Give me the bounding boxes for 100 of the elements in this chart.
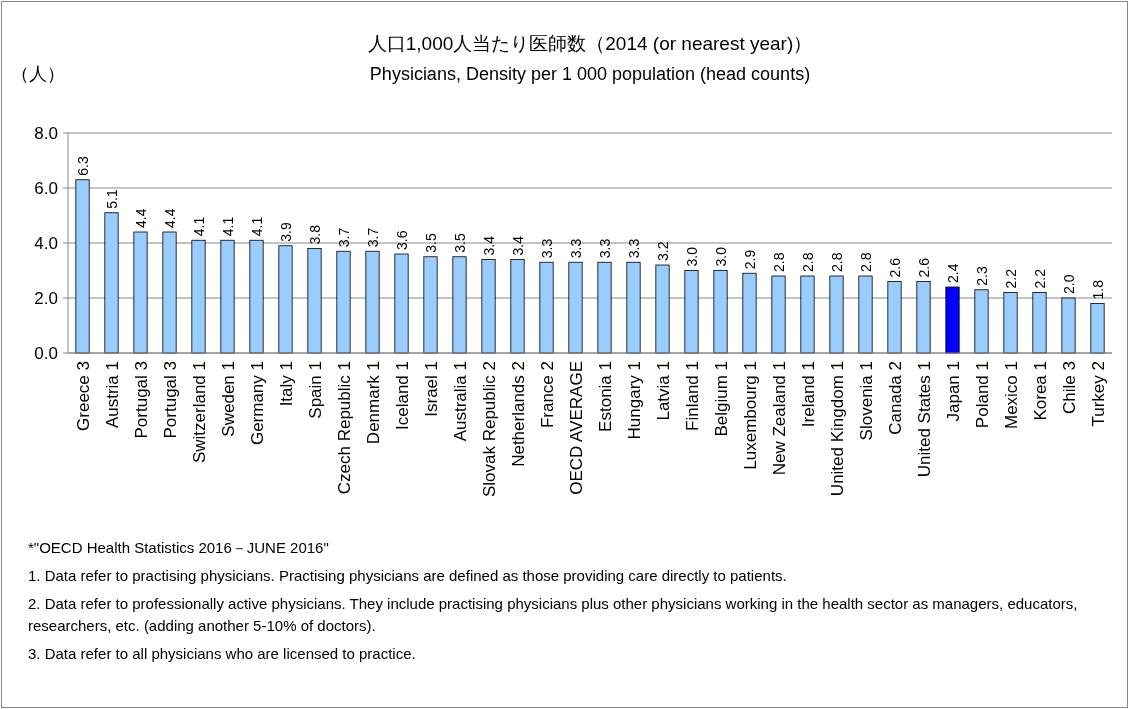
text: 3. Data refer to all physicians who are licensed to practice.: [28, 645, 416, 662]
x-tick-label: Portugal 3: [131, 361, 151, 439]
bar: [800, 275, 815, 354]
data-label: 2.6: [886, 257, 903, 278]
y-tick-label: 2.0: [34, 289, 58, 308]
data-label: 3.5: [451, 233, 468, 253]
data-label: 2.8: [857, 252, 874, 272]
data-label: 2.8: [799, 252, 816, 272]
bar: [742, 272, 757, 354]
data-label: 2.9: [741, 249, 758, 270]
x-tick-label: Israel 1: [421, 361, 441, 417]
x-tick-label: United Kingdom 1: [827, 361, 847, 497]
x-tick-label: Finland 1: [682, 361, 702, 431]
bar: [1090, 303, 1105, 354]
x-tick-label: Germany 1: [247, 361, 267, 446]
x-tick-label: New Zealand 1: [769, 361, 789, 476]
bar: [916, 281, 931, 354]
chart-title: 人口1,000人当たり医師数（2014 (or nearest year)）: [367, 33, 813, 54]
bar: [684, 270, 699, 354]
bar: [626, 261, 641, 354]
bar: [829, 275, 844, 354]
text: *"OECD Health Statistics 2016－JUNE 2016": [28, 539, 329, 556]
x-tick-label: Czech Republic 1: [334, 361, 354, 495]
bar: [162, 231, 177, 354]
x-tick-label: Japan 1: [943, 361, 963, 422]
data-label: 2.4: [944, 263, 961, 283]
bar: [133, 231, 148, 354]
bar: [887, 281, 902, 354]
data-label: 2.6: [915, 257, 932, 278]
data-label: 3.7: [335, 227, 352, 248]
bar: [423, 256, 438, 354]
data-label: 3.0: [683, 246, 700, 267]
data-label: 2.0: [1060, 274, 1077, 294]
data-label: 3.3: [538, 238, 555, 259]
y-tick-label: 4.0: [34, 234, 58, 253]
x-tick-label: Portugal 3: [160, 361, 180, 439]
bar: [481, 259, 496, 354]
data-label: 3.3: [625, 238, 642, 259]
bar: [510, 259, 525, 354]
data-label: 3.7: [364, 227, 381, 248]
x-tick-label: Spain 1: [305, 361, 325, 419]
bar: [974, 289, 989, 354]
x-tick-label: Iceland 1: [392, 361, 412, 430]
x-tick-label: United States 1: [914, 361, 934, 478]
x-tick-label: Denmark 1: [363, 361, 383, 445]
x-tick-label: Hungary 1: [624, 361, 644, 440]
x-tick-label: Australia 1: [450, 361, 470, 442]
x-tick-label: France 2: [537, 361, 557, 429]
text: 1. Data refer to practising physicians. Practising physicians are defined as those providing care directly to patients.: [28, 567, 787, 584]
bar: [104, 212, 119, 354]
data-label: 2.2: [1031, 268, 1048, 289]
data-label: 4.1: [248, 216, 265, 237]
bar: [713, 270, 728, 354]
data-label: 2.3: [973, 266, 990, 286]
bar: [336, 250, 351, 354]
data-label: 3.3: [596, 238, 613, 259]
x-tick-label: Chile 3: [1059, 361, 1079, 414]
data-label: 2.8: [770, 252, 787, 272]
x-tick-label: OECD AVERAGE: [566, 361, 586, 495]
x-tick-label: Italy 1: [276, 361, 296, 407]
bar: [278, 245, 293, 354]
bar: [394, 253, 409, 354]
data-label: 3.5: [422, 233, 439, 253]
bar: [307, 248, 322, 354]
data-label: 4.1: [190, 216, 207, 237]
chart-subtitle: Physicians, Density per 1 000 population (head counts): [369, 64, 811, 84]
x-tick-label: Austria 1: [102, 361, 122, 429]
bar: [568, 261, 583, 354]
data-label: 2.8: [828, 252, 845, 272]
x-tick-label: Turkey 2: [1088, 361, 1108, 427]
x-tick-label: Slovak Republic 2: [479, 361, 499, 498]
bar: [655, 264, 670, 354]
x-tick-label: Slovenia 1: [856, 361, 876, 441]
bar: [597, 261, 612, 354]
bar: [75, 179, 90, 354]
x-tick-label: Luxembourg 1: [740, 361, 760, 470]
bar: [539, 261, 554, 354]
bar: [220, 239, 235, 354]
bar: [1003, 292, 1018, 354]
data-label: 3.4: [480, 235, 497, 256]
data-label: 1.8: [1089, 279, 1106, 300]
x-tick-label: Switzerland 1: [189, 361, 209, 464]
data-label: 4.4: [132, 208, 149, 228]
bar: [945, 286, 960, 354]
x-tick-label: Korea 1: [1030, 361, 1050, 421]
y-tick-label: 6.0: [34, 179, 58, 198]
data-label: 3.6: [393, 230, 410, 250]
bar: [1061, 297, 1076, 354]
x-tick-label: Estonia 1: [595, 361, 615, 432]
y-axis-title: （人）: [11, 64, 65, 84]
x-tick-label: Belgium 1: [711, 361, 731, 437]
data-label: 5.1: [103, 189, 120, 209]
data-label: 3.0: [712, 246, 729, 267]
x-tick-label: Ireland 1: [798, 361, 818, 428]
bar: [191, 239, 206, 354]
x-tick-label: Canada 2: [885, 361, 905, 435]
data-label: 3.9: [277, 222, 294, 242]
data-label: 2.2: [1002, 268, 1019, 289]
x-tick-label: Poland 1: [972, 361, 992, 429]
bar: [365, 250, 380, 354]
